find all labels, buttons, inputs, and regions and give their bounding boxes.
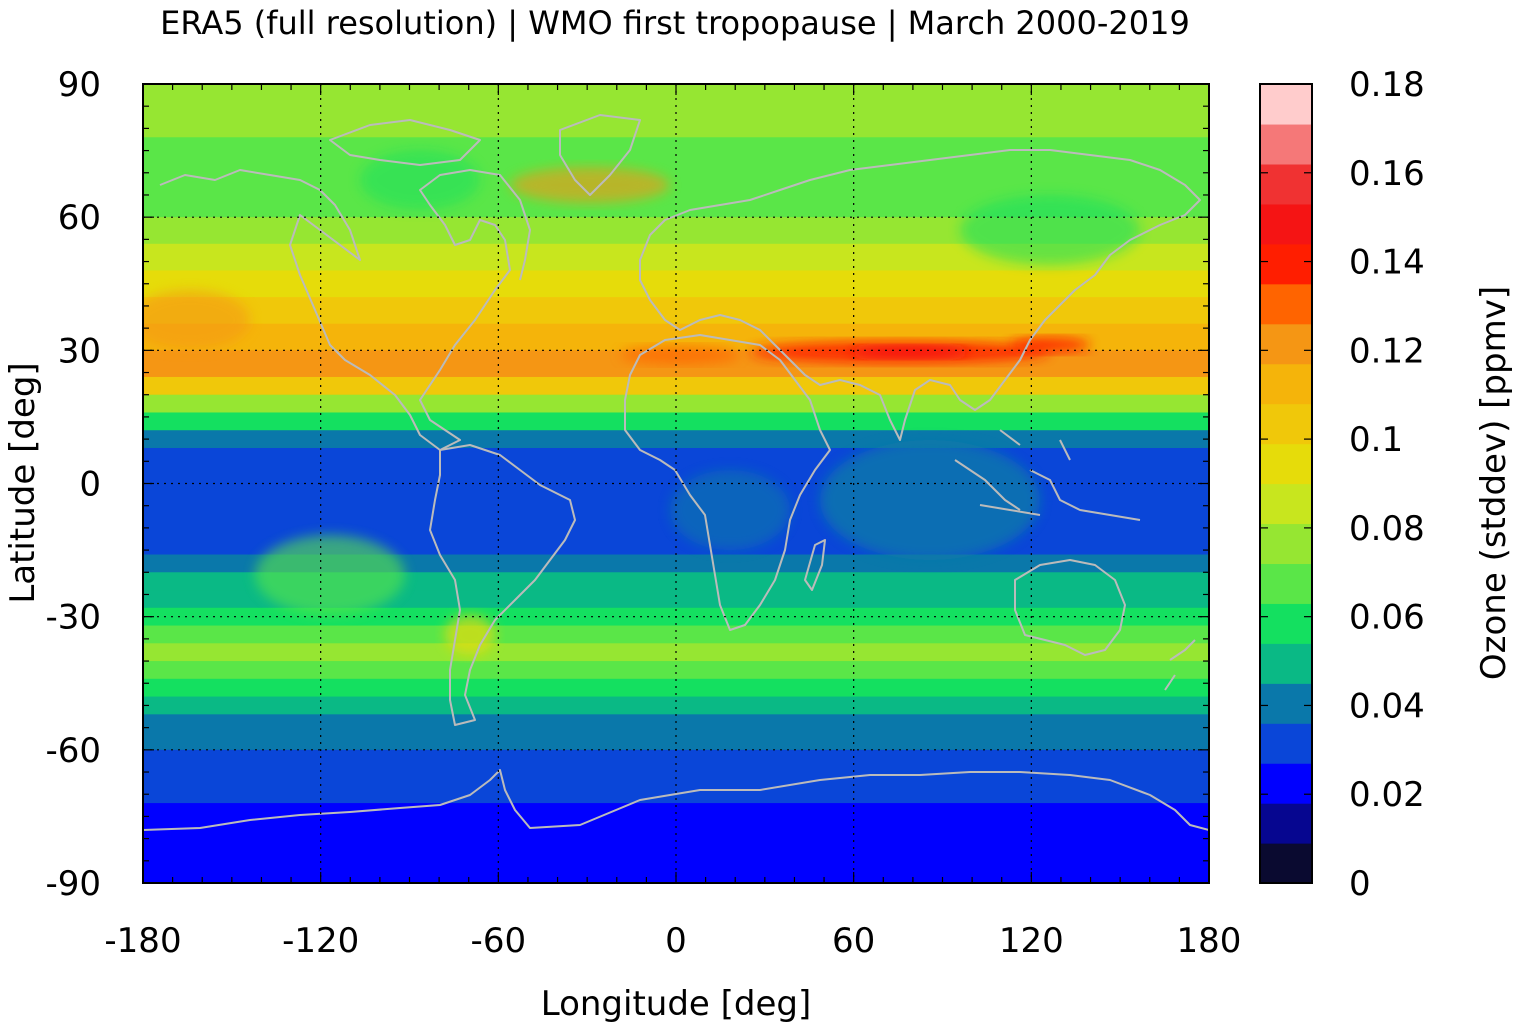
x-tick-label: 0 [665,921,687,961]
colorbar-tick-label: 0.06 [1349,598,1425,638]
colorbar-segment [1260,323,1312,365]
y-tick-label: 90 [58,65,101,105]
colorbar-tick-label: 0.16 [1349,154,1425,194]
new-zealand-coastline [1164,639,1196,691]
atlantic-jet-band [620,346,740,364]
ozone-band [143,714,1209,734]
x-tick-label: 180 [1177,921,1242,961]
maritime-continent-coastline [954,429,1141,521]
ozone-band [143,749,1209,769]
colorbar [1260,83,1312,884]
africa-teal [670,470,790,550]
x-tick-label: 120 [999,921,1064,961]
ozone-band [143,732,1209,751]
colorbar-tick-label: 0.12 [1349,331,1425,371]
colorbar-segment [1260,843,1312,884]
ozone-band [143,661,1209,680]
y-tick-label: 30 [58,331,101,371]
colorbar-tick-label: 0.08 [1349,509,1425,549]
colorbar-segment [1260,443,1312,485]
colorbar-tick-label: 0.14 [1349,243,1425,283]
colorbar-segment [1260,403,1312,445]
canada-green [360,150,480,210]
siberia-green [960,195,1140,265]
ozone-band [143,270,1209,299]
australia-coastline [1014,559,1126,656]
regional-features [143,150,1140,865]
colorbar-segment [1260,283,1312,325]
x-axis-label: Longitude [deg] [541,984,812,1024]
colorbar-segment [1260,123,1312,165]
colorbar-tick-label: 0.1 [1349,420,1403,460]
y-tick-label: 60 [58,198,101,238]
colorbar-segment [1260,603,1312,644]
x-tick-label: -60 [471,921,527,961]
ozone-band [143,590,1209,609]
colorbar-segment [1260,803,1312,844]
colorbar-segment [1260,523,1312,564]
north-pacific-orange [143,290,250,350]
colorbar-tick-label: 0.02 [1349,775,1425,815]
pacific-jet-maximum [1010,337,1090,353]
ozone-band [143,696,1209,716]
colorbar-segment [1260,84,1312,125]
colorbar-segment [1260,723,1312,764]
colorbar-segment [1260,163,1312,205]
colorbar-tick-label: 0 [1349,864,1371,904]
colorbar-segment [1260,363,1312,405]
ozone-band [143,465,1209,485]
colorbar-segment [1260,683,1312,724]
ozone-band [143,394,1209,414]
subtropical-jet-core [850,346,970,358]
colorbar-tick-label: 0.04 [1349,686,1425,726]
y-tick-label: 0 [79,465,101,505]
colorbar-tick-labels: 0 0.02 0.04 0.06 0.08 0.1 0.12 0.14 0.16 0.18 [1349,65,1425,904]
antarctica-coastline [143,769,1209,831]
indian-ocean-teal [820,440,1040,560]
ozone-band [143,678,1209,698]
north-america-coastline [159,169,531,451]
arctic-islands-coastline [329,119,481,166]
y-tick-labels: 90 60 30 0 -30 -60 -90 [45,65,101,904]
north-atlantic-orange [510,167,670,203]
colorbar-segment [1260,643,1312,684]
y-tick-label: -60 [45,731,101,771]
plot-frame [142,83,1210,884]
ozone-band [143,430,1209,449]
south-america-coastline [429,444,576,726]
x-tick-labels: -180 -120 -60 0 60 120 180 [104,921,1241,961]
colorbar-segment [1260,203,1312,245]
chart-title: ERA5 (full resolution) | WMO first tropo… [160,4,1190,42]
grid-lines [143,84,1209,883]
colorbar-segment [1260,563,1312,604]
x-tick-label: 60 [832,921,875,961]
madagascar-coastline [804,539,826,591]
colorbar-label: Ozone (stddev) [ppmv] [1474,286,1514,680]
antarctic-deep-blue [160,815,440,865]
ozone-band [143,625,1209,645]
south-pacific-green [255,535,405,615]
africa-coastline [624,334,831,631]
colorbar-segment [1260,243,1312,285]
y-tick-label: -90 [45,864,101,904]
y-axis-label: Latitude [deg] [3,362,43,603]
coastlines [143,114,1209,831]
x-tick-label: -120 [282,921,359,961]
colorbar-segment [1260,763,1312,804]
y-tick-label: -30 [45,598,101,638]
ozone-band [143,767,1209,787]
eurasia-coastline [639,149,1201,441]
x-tick-label: -180 [104,921,181,961]
greenland-coastline [559,114,641,196]
colorbar-frame [1259,83,1313,884]
colorbar-segment [1260,483,1312,525]
colorbar-tick-label: 0.18 [1349,65,1425,105]
